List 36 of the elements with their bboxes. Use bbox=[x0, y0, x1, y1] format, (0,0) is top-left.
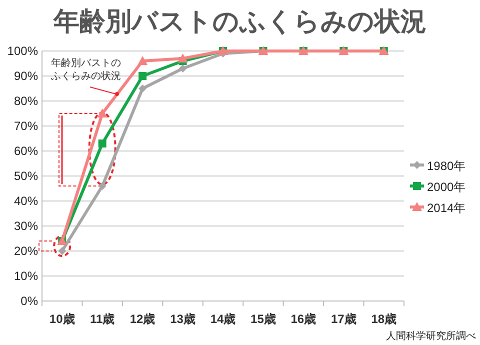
point bbox=[58, 247, 66, 255]
y-tick-label: 100% bbox=[7, 44, 38, 58]
annotation: 年齢別バストの bbox=[51, 57, 121, 69]
chart-title: 年齢別バストのふくらみの状況 bbox=[52, 6, 426, 36]
point bbox=[138, 72, 147, 80]
y-tick-label: 90% bbox=[14, 69, 38, 83]
point bbox=[98, 182, 106, 190]
x-tick-label: 18歳 bbox=[371, 312, 397, 326]
x-tick-label: 16歳 bbox=[290, 312, 316, 326]
annotation: ふくらみの状況 bbox=[50, 70, 121, 82]
x-tick-label: 17歳 bbox=[330, 312, 356, 326]
text: 人間科学研究所調べ bbox=[386, 330, 476, 342]
y-tick-label: 60% bbox=[14, 144, 38, 158]
legend-label: 1980年 bbox=[427, 159, 466, 173]
point bbox=[178, 54, 188, 62]
x-tick-label: 15歳 bbox=[250, 312, 276, 326]
point bbox=[138, 84, 147, 92]
y-tick-label: 40% bbox=[14, 194, 38, 208]
legend-label: 2000年 bbox=[427, 180, 466, 194]
point bbox=[138, 56, 148, 65]
y-tick-label: 50% bbox=[14, 169, 38, 183]
y-tick-label: 0% bbox=[20, 294, 38, 308]
point bbox=[98, 140, 106, 148]
x-tick-label: 12歳 bbox=[130, 312, 156, 326]
y-tick-label: 10% bbox=[14, 269, 38, 283]
y-tick-label: 70% bbox=[14, 119, 38, 133]
x-tick-label: 11歳 bbox=[90, 312, 115, 326]
y-tick-label: 80% bbox=[14, 94, 38, 108]
point bbox=[97, 108, 108, 118]
y-tick-label: 20% bbox=[14, 244, 38, 258]
x-tick-label: 10歳 bbox=[49, 312, 75, 326]
x-tick-label: 13歳 bbox=[170, 312, 196, 326]
point bbox=[178, 64, 187, 72]
legend-label: 2014年 bbox=[427, 201, 466, 215]
x-tick-label: 14歳 bbox=[210, 312, 236, 326]
y-tick-label: 30% bbox=[14, 219, 38, 233]
